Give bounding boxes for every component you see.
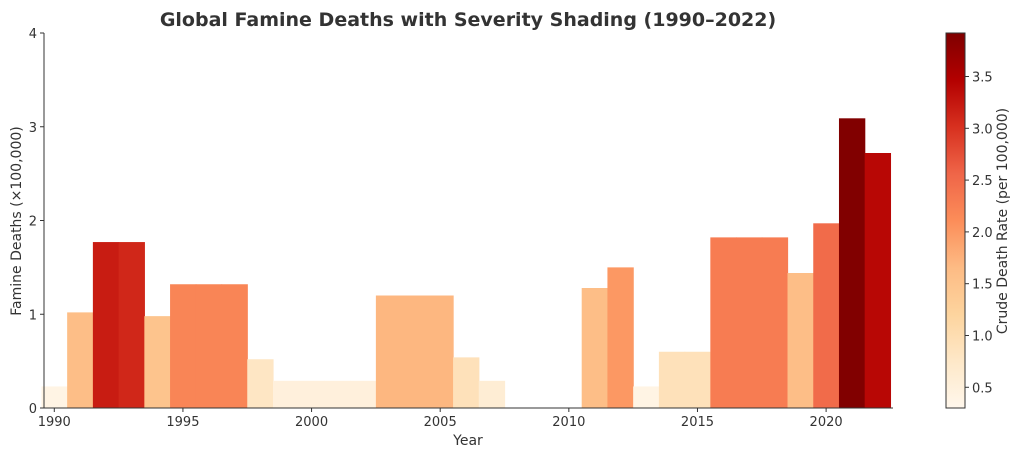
bar-2017 bbox=[736, 237, 763, 409]
x-tick-label: 2015 bbox=[681, 415, 714, 430]
colorbar-tick-label: 0.5 bbox=[972, 381, 993, 396]
y-tick-label: 1 bbox=[29, 308, 37, 323]
x-tick-label: 2020 bbox=[810, 415, 843, 430]
colorbar-tick-label: 2.0 bbox=[972, 226, 993, 241]
bar-1995 bbox=[170, 284, 197, 408]
bar-2022 bbox=[864, 153, 892, 408]
bar-1996 bbox=[195, 284, 223, 408]
bar-1992 bbox=[92, 242, 120, 408]
bar-1999 bbox=[272, 380, 300, 408]
colorbar-tick-label: 1.5 bbox=[972, 278, 993, 293]
bar-2001 bbox=[324, 380, 351, 408]
y-tick-label: 2 bbox=[29, 215, 37, 230]
bar-2003 bbox=[375, 295, 403, 408]
bars-group bbox=[41, 118, 892, 409]
bar-2000 bbox=[298, 380, 326, 408]
bar-2016 bbox=[710, 237, 737, 409]
bar-2015 bbox=[684, 351, 711, 408]
bar-2002 bbox=[350, 380, 377, 408]
bar-2007 bbox=[478, 380, 506, 408]
bar-2018 bbox=[761, 237, 789, 409]
bar-2020 bbox=[813, 223, 840, 408]
bar-2006 bbox=[453, 357, 480, 409]
colorbar-label: Crude Death Rate (per 100,000) bbox=[995, 108, 1011, 334]
colorbar: 0.5 1.0 1.5 2.0 2.5 3.0 3.5 bbox=[945, 32, 993, 409]
bar-2005 bbox=[427, 295, 454, 408]
bar-1991 bbox=[67, 312, 94, 409]
colorbar-gradient bbox=[945, 32, 966, 409]
bar-1993 bbox=[118, 242, 145, 408]
bar-2021 bbox=[838, 118, 866, 408]
x-tick-label: 1990 bbox=[38, 415, 71, 430]
x-tick-label: 2005 bbox=[424, 415, 457, 430]
chart-title: Global Famine Deaths with Severity Shadi… bbox=[160, 9, 776, 31]
bar-1998 bbox=[247, 359, 274, 408]
axes-group: 1990 1995 2000 2005 2010 2015 2020 0 1 2 3 4 bbox=[29, 27, 893, 430]
bar-2013 bbox=[633, 386, 660, 408]
y-tick-label: 3 bbox=[29, 121, 37, 136]
bar-2012 bbox=[607, 267, 634, 409]
x-axis-label: Year bbox=[452, 433, 483, 449]
bar-2019 bbox=[787, 273, 814, 408]
bar-2011 bbox=[581, 288, 609, 408]
x-tick-label: 1995 bbox=[166, 415, 199, 430]
bar-1997 bbox=[221, 284, 248, 408]
colorbar-tick-label: 3.0 bbox=[972, 122, 993, 137]
x-tick-label: 2000 bbox=[295, 415, 328, 430]
colorbar-tick-label: 1.0 bbox=[972, 329, 993, 344]
bar-1994 bbox=[144, 316, 171, 409]
bar-1990 bbox=[41, 386, 68, 408]
colorbar-tick-label: 3.5 bbox=[972, 71, 993, 86]
colorbar-tick-label: 2.5 bbox=[972, 174, 993, 189]
y-tick-label: 4 bbox=[29, 27, 37, 42]
bar-2004 bbox=[401, 295, 428, 408]
y-tick-label: 0 bbox=[29, 402, 37, 417]
x-tick-label: 2010 bbox=[552, 415, 585, 430]
bar-2014 bbox=[658, 351, 686, 408]
y-axis-label: Famine Deaths (×100,000) bbox=[9, 126, 25, 315]
